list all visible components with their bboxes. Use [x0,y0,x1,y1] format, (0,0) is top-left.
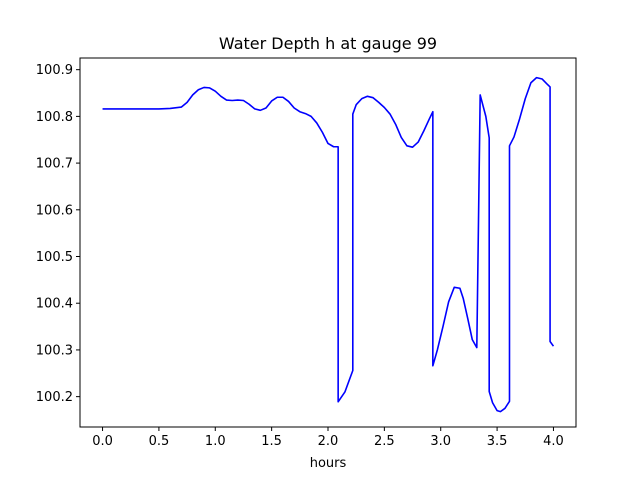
x-tick-label: 3.5 [487,434,508,449]
y-tick-label: 100.8 [36,110,73,125]
x-tick-label: 2.5 [374,434,395,449]
y-axis: 100.2 100.3 100.4 100.5 100.6 100.7 100.8 100.9 [36,63,80,405]
y-tick-label: 100.9 [36,63,73,78]
y-tick-label: 100.3 [36,343,73,358]
x-axis-title: hours [310,456,347,471]
y-tick-label: 100.6 [36,203,73,218]
y-tick-label: 100.2 [36,390,73,405]
chart-title: Water Depth h at gauge 99 [219,34,437,53]
x-tick-label: 1.0 [205,434,226,449]
plot-area [102,76,555,413]
axes-frame [79,57,577,428]
x-tick-label: 2.0 [318,434,339,449]
y-tick-label: 100.7 [36,157,73,172]
x-tick-label: 0.5 [149,434,170,449]
x-tick-label: 1.5 [261,434,282,449]
x-tick-label: 4.0 [543,434,564,449]
series-line [102,76,555,413]
x-axis: 0.0 0.5 1.0 1.5 2.0 2.5 3.0 3.5 4.0 [92,427,564,449]
x-tick-label: 0.0 [92,434,113,449]
y-tick-label: 100.5 [36,250,73,265]
y-tick-label: 100.4 [36,297,73,312]
x-tick-label: 3.0 [430,434,451,449]
